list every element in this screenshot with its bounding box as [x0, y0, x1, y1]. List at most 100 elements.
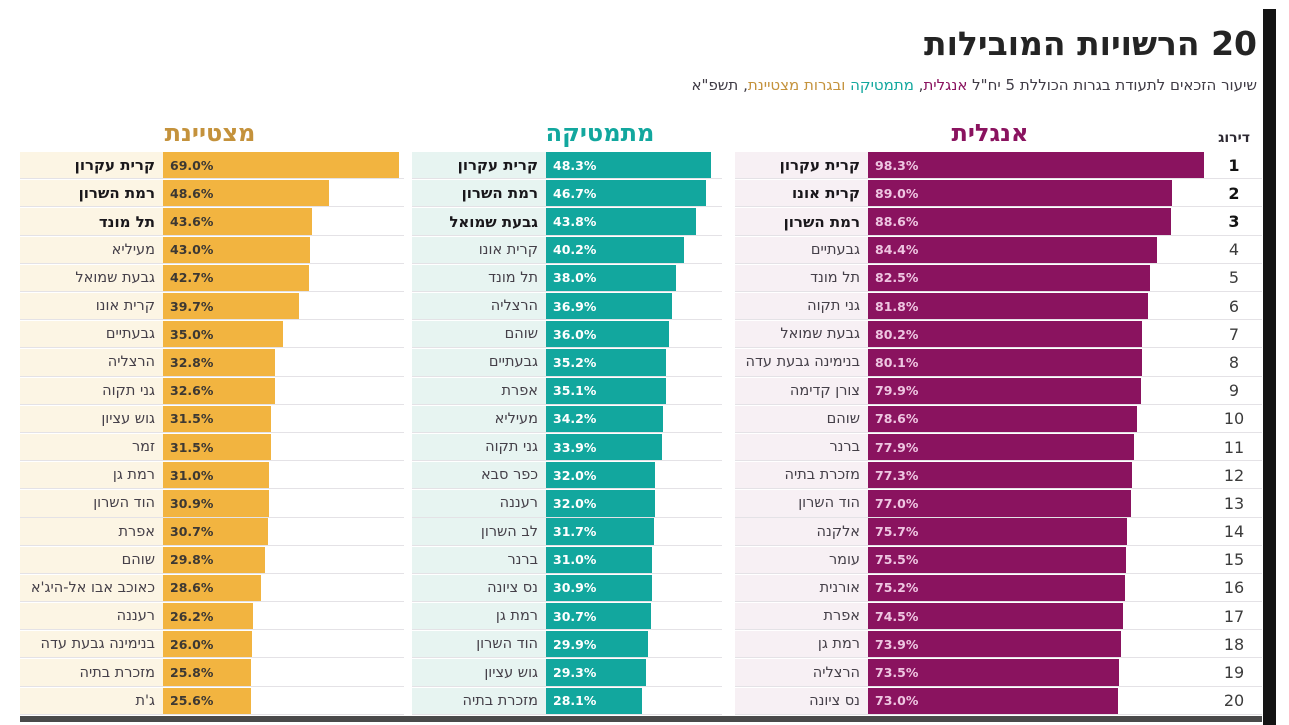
rank-number: 3 — [1228, 212, 1240, 232]
chart-row: ברנר 31.0% — [412, 546, 722, 574]
chart-row: רמת השרון 46.7% — [412, 180, 722, 208]
bar-value: 32.6% — [170, 383, 214, 399]
row-label: לב השרון — [412, 518, 546, 545]
row-label: קרית עקרון — [735, 152, 868, 179]
subtitle-year: , תשפ"א — [691, 76, 748, 94]
bar: 77.3% — [868, 462, 1133, 489]
bar-value: 80.2% — [875, 326, 919, 342]
bar-area: 31.0% — [546, 546, 722, 573]
bar: 82.5% — [868, 264, 1151, 292]
bar-area: 30.9% — [163, 490, 404, 517]
bar-area: 39.7% — [163, 292, 404, 320]
bar: 29.8% — [163, 546, 265, 573]
bar: 38.0% — [546, 264, 676, 292]
bar-area: 33.9% — [546, 433, 722, 461]
row-label: רמת גן — [412, 603, 546, 630]
bar-area: 29.9% — [546, 631, 722, 658]
bar-area: 48.3% — [546, 152, 722, 179]
bar-area: 29.8% — [163, 546, 404, 573]
bar: 32.0% — [546, 462, 656, 489]
bar: 79.9% — [868, 377, 1142, 404]
bar-area: 81.8% — [868, 292, 1206, 320]
bar-area: 31.7% — [546, 518, 722, 545]
bar-area: 40.2% — [546, 236, 722, 263]
row-label: מעיליא — [20, 236, 163, 263]
row-label: גני תקוה — [735, 292, 868, 320]
row-label: גבעת שמואל — [412, 208, 546, 235]
bar-value: 77.3% — [875, 467, 919, 483]
bar-value: 25.8% — [170, 665, 214, 681]
rank-number: 19 — [1223, 663, 1245, 683]
bar-value: 79.9% — [875, 383, 919, 399]
chart-row: כאוכב אבו אל-היג'א 28.6% — [20, 574, 404, 603]
rank-number: 1 — [1228, 155, 1240, 175]
bar: 69.0% — [163, 152, 399, 179]
chart-row: רמת השרון 48.6% — [20, 180, 404, 208]
chart-row: גבעתיים 35.0% — [20, 321, 404, 349]
bar-value: 75.7% — [875, 524, 919, 540]
bar-value: 84.4% — [875, 242, 919, 258]
chart-row: גני תקוה 33.9% — [412, 433, 722, 462]
chart-row: גני תקוה 32.6% — [20, 377, 404, 405]
bottom-rule — [20, 716, 1262, 722]
bar-area: 79.9% — [868, 377, 1206, 404]
chart-group-math: קרית עקרון 48.3% רמת השרון 46.7% גבעת שמואל 4… — [412, 152, 722, 716]
chart-row: אלקנה 75.7% 14 — [735, 518, 1262, 546]
bar: 48.6% — [163, 180, 330, 207]
chart-row: נס ציונה 73.0% 20 — [735, 687, 1262, 715]
row-label: בנימינה גבעת עדה — [20, 631, 163, 658]
rank-number: 14 — [1223, 522, 1245, 542]
bar-area: 25.6% — [163, 687, 404, 714]
row-label: רמת השרון — [412, 180, 546, 207]
bar: 75.5% — [868, 546, 1127, 573]
rank-number: 9 — [1228, 381, 1240, 401]
bar: 46.7% — [546, 180, 706, 207]
bar-value: 73.0% — [875, 693, 919, 709]
bar-value: 32.0% — [553, 495, 597, 511]
bar-value: 73.9% — [875, 636, 919, 652]
chart-row: קרית אונו 89.0% 2 — [735, 180, 1262, 208]
bar: 77.0% — [868, 490, 1132, 517]
chart-row: מזכרת בתיה 77.3% 12 — [735, 462, 1262, 490]
bar-area: 36.9% — [546, 292, 722, 320]
chart-row: אפרת 30.7% — [20, 518, 404, 546]
row-label: הוד השרון — [735, 490, 868, 517]
row-label: שוהם — [20, 546, 163, 573]
row-label: אורנית — [735, 574, 868, 602]
row-label: שוהם — [412, 321, 546, 348]
bar: 36.0% — [546, 321, 670, 348]
bar-value: 75.5% — [875, 552, 919, 568]
row-label: אפרת — [20, 518, 163, 545]
row-label: מזכרת בתיה — [20, 659, 163, 686]
bar-area: 75.7% — [868, 518, 1206, 545]
chart-row: גבעת שמואל 42.7% — [20, 264, 404, 293]
bar-area: 69.0% — [163, 152, 404, 179]
bar-area: 34.2% — [546, 405, 722, 432]
bar-value: 35.2% — [553, 354, 597, 370]
bar-area: 43.6% — [163, 208, 404, 235]
chart-row: מעיליא 34.2% — [412, 405, 722, 433]
chart-row: רמת גן 30.7% — [412, 603, 722, 631]
rank-number: 4 — [1228, 240, 1240, 260]
bar-area: 32.8% — [163, 349, 404, 376]
bar-area: 73.5% — [868, 659, 1206, 686]
bar: 31.7% — [546, 518, 655, 545]
bar-value: 89.0% — [875, 185, 919, 201]
bar-area: 82.5% — [868, 264, 1206, 292]
chart-row: הרצליה 36.9% — [412, 292, 722, 321]
bar-value: 48.6% — [170, 185, 214, 201]
subtitle-lead: שיעור הזכאים לתעודת בגרות הכוללת 5 יח"ל — [967, 76, 1257, 94]
bar: 31.0% — [163, 462, 269, 489]
bar: 25.6% — [163, 687, 251, 714]
bar-value: 31.7% — [553, 524, 597, 540]
bar-area: 88.6% — [868, 208, 1206, 235]
chart-row: רמת גן 31.0% — [20, 462, 404, 490]
bar-value: 32.0% — [553, 467, 597, 483]
rank-number: 8 — [1228, 352, 1240, 372]
bar: 40.2% — [546, 236, 684, 263]
rank-number: 13 — [1223, 493, 1245, 513]
bar-area: 77.9% — [868, 433, 1206, 461]
bar: 81.8% — [868, 292, 1148, 320]
bar-area: 35.1% — [546, 377, 722, 404]
